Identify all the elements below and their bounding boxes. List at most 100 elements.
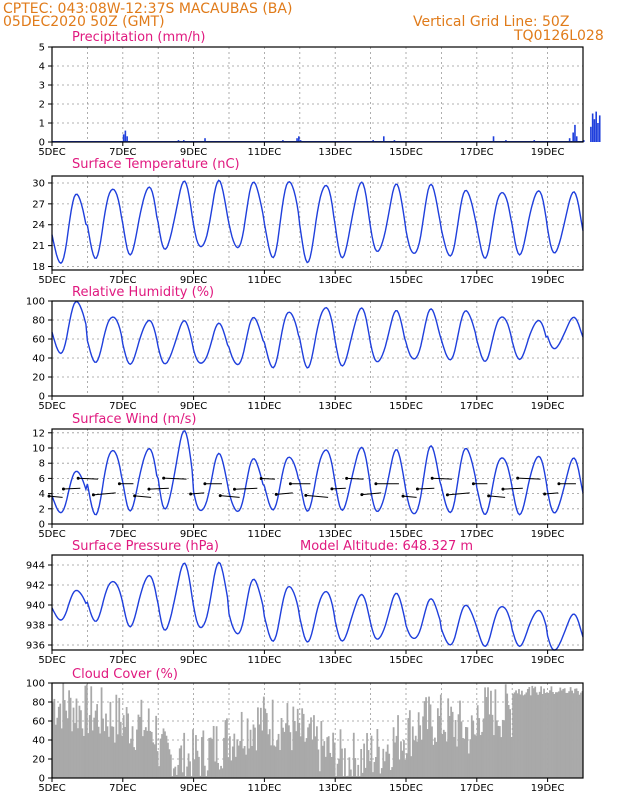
x-tick-label: 11DEC [248, 655, 282, 666]
wind-arrow-head [345, 476, 349, 480]
y-tick-label: 0 [39, 392, 45, 403]
cloud-bar [571, 690, 573, 778]
wind-arrow [190, 492, 205, 495]
wind-arrow [276, 492, 293, 495]
cloud-bar [320, 721, 323, 778]
cloud-bar [439, 694, 442, 778]
cloud-bar [441, 734, 444, 778]
cloud-bar [332, 732, 335, 778]
panel-6 [48, 682, 584, 782]
cloud-bar [111, 726, 113, 778]
cloud-bar [265, 713, 268, 778]
cloud-bar [391, 767, 394, 778]
cloud-bar [478, 718, 481, 778]
cloud-bar [349, 769, 352, 778]
cloud-bar [286, 703, 289, 778]
cloud-bar [578, 694, 581, 778]
cloud-bar [305, 738, 308, 778]
cloud-bar [453, 737, 455, 778]
cloud-bar [459, 700, 461, 778]
cloud-bar [487, 687, 489, 778]
panel-3 [48, 300, 584, 400]
cloud-bar [463, 738, 466, 778]
cloud-bar [531, 685, 534, 778]
cloud-bar [535, 692, 538, 778]
wind-arrow [63, 487, 81, 490]
cloud-bar [82, 735, 85, 778]
y-tick-label: 30 [32, 178, 45, 189]
cloud-bar [174, 766, 177, 778]
cloud-bar [124, 726, 127, 778]
cloud-bar [467, 753, 470, 778]
cloud-bar [423, 701, 426, 778]
cloud-bar [382, 748, 385, 778]
y-tick-label: 24 [32, 220, 45, 231]
y-tick-label: 80 [32, 698, 45, 709]
y-tick-label: 40 [32, 736, 45, 747]
wind-arrow [447, 492, 470, 496]
wind-arrow-head [117, 482, 121, 486]
cloud-bar [177, 764, 180, 778]
cloud-bar [307, 727, 309, 778]
cloud-bar [372, 772, 374, 778]
cloud-bar [53, 698, 56, 778]
cloud-bar [460, 721, 463, 778]
wind-arrow [488, 495, 506, 498]
wind-arrow-head [487, 494, 491, 498]
x-tick-label: 5DEC [38, 783, 65, 794]
cloud-bar [324, 756, 327, 778]
cloud-bar [310, 717, 312, 778]
cloud-bar [321, 745, 324, 778]
cloud-bar [215, 726, 218, 778]
x-tick-label: 9DEC [180, 401, 207, 412]
cloud-bar [410, 756, 413, 778]
cloud-bar [519, 694, 522, 778]
cloud-bar [336, 763, 339, 778]
cloud-bar [196, 750, 199, 778]
precip-bar [492, 136, 495, 142]
cloud-bar [66, 718, 69, 778]
cloud-bar [465, 726, 467, 778]
cloud-bar [184, 776, 187, 778]
cloud-bar [133, 747, 135, 778]
x-tick-label: 19DEC [531, 783, 565, 794]
cloud-bar [376, 729, 379, 778]
wind-arrow-head [259, 477, 263, 481]
cloud-bar [513, 692, 516, 778]
cloud-bar [74, 723, 76, 778]
y-tick-label: 940 [26, 601, 45, 612]
wind-arrow [220, 495, 240, 498]
cloud-bar [308, 723, 311, 778]
wind-arrow [417, 487, 435, 490]
cloud-bar [507, 704, 510, 778]
header-model: TQ0126L028 [514, 28, 604, 44]
cloud-bar [65, 710, 68, 778]
cloud-bar [444, 731, 447, 778]
cloud-bars [52, 683, 584, 778]
wind-arrow-head [516, 476, 520, 480]
cloud-bar [211, 738, 214, 778]
cloud-bar [532, 688, 535, 778]
cloud-bar [259, 707, 262, 778]
cloud-bar [239, 740, 242, 778]
wind-arrow-head [133, 494, 137, 498]
wind-arrow-head [543, 492, 547, 496]
cloud-bar [544, 693, 547, 778]
cloud-bar [158, 766, 160, 778]
cloud-bar [526, 688, 529, 778]
cloud-bar [276, 740, 278, 778]
cloud-bar [516, 693, 519, 778]
cloud-bar [560, 690, 563, 778]
cloud-bar [419, 725, 422, 778]
cloud-bar [380, 768, 383, 778]
y-tick-label: 10 [32, 444, 45, 455]
cloud-bar [298, 722, 301, 778]
x-tick-label: 17DEC [460, 529, 494, 540]
x-tick-label: 19DEC [531, 275, 565, 286]
cloud-bar [472, 721, 475, 778]
x-tick-label: 19DEC [531, 147, 565, 158]
cloud-bar [62, 683, 65, 778]
cloud-bar [175, 774, 178, 778]
cloud-bar [181, 772, 184, 778]
panel-frame [51, 175, 584, 271]
